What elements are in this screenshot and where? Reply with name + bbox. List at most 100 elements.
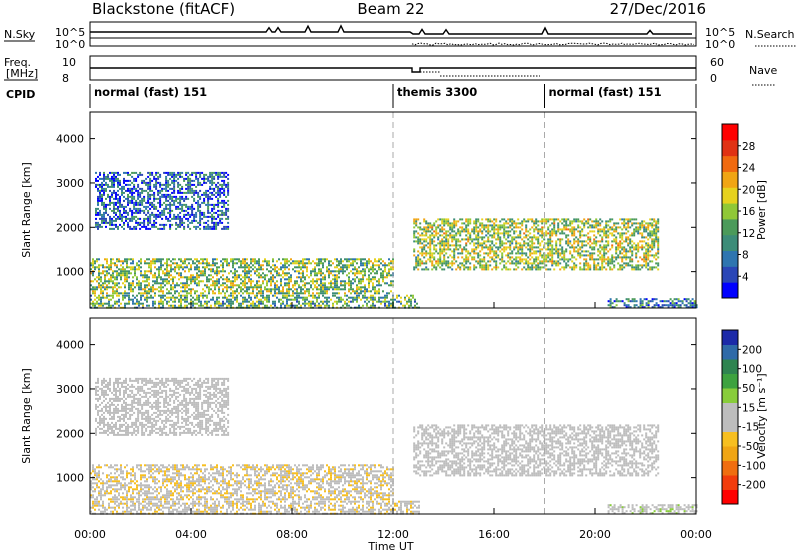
power-echo-cell (162, 300, 164, 303)
power-echo-cell (190, 278, 192, 281)
power-echo-cell (637, 230, 640, 233)
power-echo-cell (192, 288, 194, 291)
power-echo-cell (320, 282, 322, 285)
power-echo-cell (475, 260, 478, 263)
power-echo-cell (166, 262, 168, 265)
power-echo-cell (199, 181, 202, 184)
power-echo-cell (322, 294, 324, 297)
power-echo-cell (191, 213, 194, 216)
power-echo-cell (178, 298, 180, 301)
freq-tick-bottom: 8 (62, 72, 69, 85)
power-echo-cell (129, 219, 132, 222)
power-echo-cell (179, 203, 182, 206)
power-echo-cell (463, 258, 466, 261)
power-echo-cell (465, 220, 468, 223)
power-echo-cell (567, 238, 570, 241)
power-echo-cell (119, 201, 121, 204)
power-echo-cell (318, 272, 320, 275)
power-echo-cell (312, 260, 314, 263)
power-echo-cell (143, 197, 146, 200)
power-echo-cell (187, 189, 190, 192)
freq-tick-top: 10 (62, 56, 76, 69)
power-echo-cell (541, 236, 544, 239)
power-echo-cell (625, 262, 628, 265)
power-echo-cell (447, 256, 450, 259)
power-echo-cell (216, 280, 218, 283)
power-echo-cell (417, 250, 420, 253)
power-echo-cell (153, 177, 156, 180)
power-echo-cell (445, 238, 448, 241)
power-echo-cell (165, 183, 168, 186)
power-echo-cell (493, 222, 496, 225)
power-echo-cell (601, 258, 604, 261)
power-echo-cell (218, 270, 220, 273)
power-echo-cell (645, 230, 648, 233)
power-echo-cell (212, 262, 214, 265)
power-echo-cell (314, 294, 316, 297)
power-echo-cell (154, 258, 156, 261)
power-echo-cell (364, 258, 366, 261)
power-echo-cell (234, 268, 236, 271)
power-echo-cell (170, 304, 172, 307)
power-echo-cell (410, 298, 412, 301)
power-echo-cell (258, 258, 260, 261)
power-echo-cell (196, 268, 198, 271)
power-echo-cell (246, 282, 248, 285)
power-echo-cell (179, 175, 182, 178)
power-echo-cell (106, 258, 108, 261)
power-echo-cell (157, 181, 160, 184)
power-echo-cell (226, 260, 228, 263)
power-echo-cell (133, 203, 136, 206)
power-echo-cell (435, 268, 438, 271)
power-echo-cell (148, 284, 150, 287)
power-echo-cell (521, 238, 524, 241)
power-echo-cell (199, 223, 202, 226)
power-echo-cell (112, 282, 114, 285)
power-echo-cell (198, 274, 200, 277)
power-echo-cell (372, 304, 374, 307)
power-echo-cell (113, 227, 115, 230)
power-echo-cell (523, 244, 526, 247)
power-echo-cell (126, 260, 128, 263)
power-echo-cell (101, 225, 103, 228)
power-echo-cell (400, 300, 402, 303)
power-echo-cell (224, 278, 226, 281)
power-echo-cell (509, 240, 512, 243)
power-echo-cell (248, 268, 250, 271)
power-echo-cell (163, 171, 166, 174)
power-echo-cell (183, 191, 186, 194)
power-echo-cell (531, 264, 534, 267)
power-echo-cell (557, 238, 560, 241)
power-echo-cell (110, 298, 112, 301)
power-echo-cell (190, 290, 192, 293)
power-echo-cell (140, 294, 142, 297)
power-echo-cell (137, 207, 140, 210)
power-echo-cell (354, 290, 356, 293)
power-echo-cell (258, 264, 260, 267)
power-echo-cell (292, 290, 294, 293)
power-echo-cell (561, 238, 564, 241)
power-echo-cell (322, 300, 324, 303)
power-echo-cell (380, 268, 382, 271)
power-echo-cell (350, 258, 352, 261)
power-echo-cell (645, 236, 648, 239)
power-echo-cell (216, 272, 218, 275)
power-echo-cell (223, 173, 226, 176)
power-echo-cell (535, 236, 538, 239)
power-echo-cell (149, 189, 152, 192)
power-echo-cell (214, 270, 216, 273)
power-echo-cell (328, 270, 330, 273)
power-echo-cell (117, 217, 119, 220)
power-echo-cell (537, 256, 540, 259)
power-echo-cell (579, 226, 582, 229)
power-echo-cell (354, 260, 356, 263)
power-echo-cell (290, 280, 292, 283)
power-echo-cell (521, 220, 524, 223)
power-echo-cell (252, 280, 254, 283)
power-echo-cell (286, 278, 288, 281)
power-echo-cell (154, 262, 156, 265)
power-echo-cell (505, 238, 508, 241)
power-echo-cell (183, 179, 186, 182)
power-echo-cell (135, 225, 138, 228)
power-echo-cell (499, 220, 502, 223)
